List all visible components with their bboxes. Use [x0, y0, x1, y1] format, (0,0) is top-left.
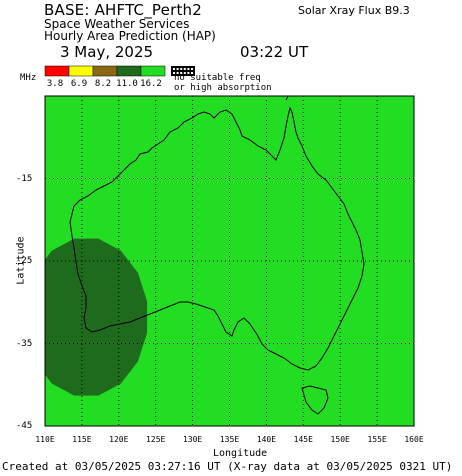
x-tick-label: 115E — [72, 435, 92, 444]
no-frequency-pattern-dot — [176, 72, 179, 74]
base-station-title: BASE: AHFTC_Perth2 — [44, 1, 202, 19]
lower-frequency-region — [45, 238, 148, 396]
no-frequency-pattern-dot — [173, 72, 175, 74]
no-frequency-pattern-dot — [183, 72, 186, 74]
cape-york — [285, 96, 289, 101]
australia-coastline — [69, 106, 365, 371]
x-tick-label: 155E — [367, 435, 387, 444]
creation-footer: Created at 03/05/2025 03:27:16 UT (X-ray… — [2, 460, 453, 473]
no-frequency-pattern-dot — [183, 68, 186, 70]
x-tick-label: 120E — [109, 435, 129, 444]
no-frequency-pattern-dot — [176, 68, 179, 70]
no-frequency-pattern-dot — [191, 68, 193, 70]
x-tick-label: 110E — [35, 435, 55, 444]
legend-swatch — [140, 65, 166, 77]
no-frequency-swatch — [171, 66, 195, 76]
y-tick-label: -45 — [16, 421, 33, 431]
map-frame — [44, 95, 415, 427]
y-tick-label: -15 — [16, 173, 33, 184]
no-frequency-pattern-dot — [187, 68, 190, 70]
x-tick-label: 150E — [330, 435, 350, 444]
legend-value-label: 11.0 — [116, 79, 138, 89]
no-frequency-note: no suitable freq or high absorption — [174, 73, 272, 93]
x-axis-title: Longitude — [213, 448, 268, 459]
service-name: Space Weather Services — [44, 17, 190, 31]
y-tick-label: -25 — [16, 256, 33, 266]
frequency-legend — [44, 65, 195, 77]
legend-unit-label: MHz — [20, 73, 37, 83]
x-tick-label: 160E — [404, 435, 424, 444]
no-frequency-pattern-dot — [180, 68, 183, 70]
x-tick-label: 130E — [182, 435, 203, 444]
y-axis-title: Latitude — [15, 236, 27, 285]
map-gridlines — [45, 96, 414, 426]
product-name: Hourly Area Prediction (HAP) — [44, 29, 216, 43]
y-tick-label: -35 — [16, 338, 33, 349]
legend-value-label: 16.2 — [140, 79, 162, 89]
no-frequency-pattern-dot — [191, 72, 193, 74]
no-frequency-pattern-dot — [173, 68, 175, 70]
no-frequency-pattern-dot — [187, 72, 190, 74]
legend-value-label: 6.9 — [70, 79, 88, 89]
x-tick-label: 125E — [146, 435, 166, 444]
x-tick-label: 145E — [293, 435, 313, 444]
x-tick-label: 135E — [219, 435, 240, 444]
tasmania-coastline — [301, 385, 329, 415]
prediction-time: 03:22 UT — [240, 43, 309, 61]
solar-xray-flux-label: Solar Xray Flux B9.3 — [298, 4, 410, 17]
legend-value-label: 3.8 — [46, 79, 64, 89]
legend-value-label: 8.2 — [94, 79, 112, 89]
x-tick-label: 140E — [256, 435, 277, 444]
prediction-date: 3 May, 2025 — [60, 43, 154, 61]
no-frequency-pattern-dot — [180, 72, 183, 74]
